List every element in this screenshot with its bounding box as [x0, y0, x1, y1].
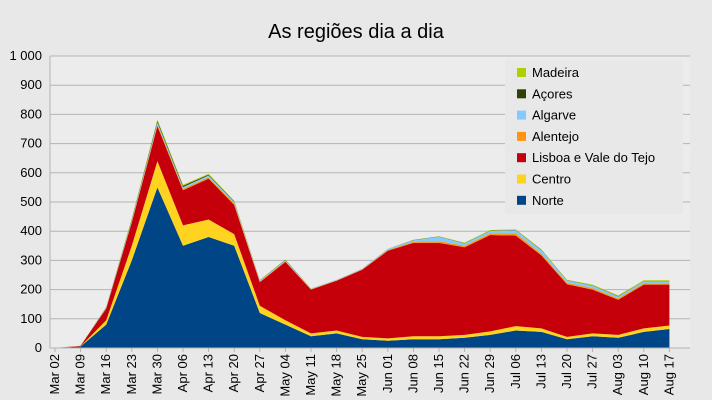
x-tick-label: Apr 20	[226, 354, 241, 392]
legend-swatch	[517, 195, 526, 205]
y-tick-label: 200	[20, 282, 42, 297]
legend-label: Algarve	[532, 108, 576, 123]
x-tick-label: Aug 03	[610, 354, 625, 395]
x-tick-label: May 18	[329, 354, 344, 397]
y-axis-ticks: 0 100 200 300 400 500 600 700 800 900 1 000	[9, 48, 42, 355]
x-tick-label: Mar 16	[98, 354, 113, 394]
x-tick-label: Jun 15	[431, 354, 446, 393]
legend-swatch	[517, 153, 526, 163]
x-axis-ticks: Mar 02 Mar 09 Mar 16 Mar 23 Mar 30 Apr 06 Apr …	[47, 348, 676, 397]
chart-title: As regiões dia a dia	[268, 21, 445, 43]
stacked-areas	[55, 119, 670, 349]
x-tick-label: Jul 13	[533, 354, 548, 389]
x-tick-label: Jun 01	[380, 354, 395, 393]
y-tick-label: 900	[20, 77, 42, 92]
x-tick-label: May 11	[303, 354, 318, 396]
axes	[49, 56, 690, 349]
x-tick-label: Apr 06	[175, 354, 190, 392]
y-tick-label: 300	[20, 252, 42, 267]
legend-swatch	[517, 110, 526, 120]
x-tick-label: Aug 10	[636, 354, 651, 395]
legend-swatch	[517, 131, 526, 141]
legend-label: Norte	[532, 193, 564, 208]
x-tick-label: Jul 27	[585, 354, 600, 389]
x-tick-label: Jun 08	[405, 354, 420, 393]
area-lisboa-e-vale-do-tejo	[55, 126, 670, 348]
x-tick-label: Apr 27	[252, 354, 267, 392]
y-tick-label: 700	[20, 136, 42, 151]
legend-swatch	[517, 68, 526, 77]
x-tick-label: Mar 30	[149, 354, 164, 394]
x-tick-label: Jul 06	[508, 354, 523, 389]
legend-box	[505, 60, 683, 214]
x-tick-label: May 04	[277, 354, 292, 397]
y-tick-label: 100	[20, 311, 42, 326]
legend-label: Madeira	[532, 65, 580, 80]
y-tick-label: 400	[20, 223, 42, 238]
legend-swatch	[517, 89, 526, 99]
x-tick-label: Jun 22	[457, 354, 472, 393]
x-tick-label: Apr 13	[201, 354, 216, 392]
x-tick-label: May 25	[354, 354, 369, 397]
y-tick-label: 500	[20, 194, 42, 209]
legend: Madeira Açores Algarve Alentejo Lisboa e Val…	[505, 60, 683, 214]
y-tick-label: 0	[35, 340, 42, 355]
x-tick-label: Mar 09	[73, 354, 88, 394]
x-tick-label: Jul 20	[559, 354, 574, 389]
x-tick-label: Jun 29	[482, 354, 497, 393]
area-norte	[55, 187, 670, 348]
y-tick-label: 800	[20, 106, 42, 121]
x-tick-label: Aug 17	[661, 354, 676, 395]
legend-label: Centro	[532, 172, 571, 187]
legend-swatch	[517, 174, 526, 184]
legend-label: Alentejo	[532, 129, 579, 144]
legend-label: Lisboa e Vale do Tejo	[532, 150, 655, 165]
x-tick-label: Mar 23	[124, 354, 139, 394]
x-tick-label: Mar 02	[47, 354, 62, 394]
legend-label: Açores	[532, 86, 573, 101]
y-tick-label: 1 000	[9, 48, 42, 63]
y-tick-label: 600	[20, 165, 42, 180]
